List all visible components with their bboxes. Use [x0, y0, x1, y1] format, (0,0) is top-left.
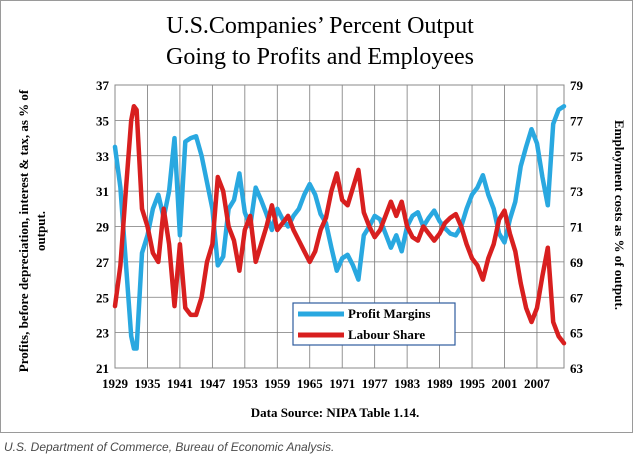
x-tick-label-8: 1977 [362, 376, 389, 391]
x-tick-label-7: 1971 [329, 376, 355, 391]
legend-label-profit-margins: Profit Margins [348, 306, 430, 321]
right-axis-ticks: 63 65 67 69 71 73 75 77 79 [570, 78, 584, 376]
y-right-tick-label-5: 73 [570, 184, 584, 199]
y-right-tick-label-7: 77 [570, 113, 584, 128]
x-tick-label-1: 1935 [134, 376, 161, 391]
chart-frame [0, 0, 633, 433]
y-left-tick-label-0: 21 [96, 361, 109, 376]
left-axis-ticks: 21 23 25 27 29 31 33 35 37 [96, 78, 110, 376]
x-tick-label-2: 1941 [167, 376, 193, 391]
y-right-tick-label-2: 67 [570, 290, 584, 305]
y-axis-left-label-line-1: Profits, before depreciation, interest &… [16, 89, 31, 372]
x-tick-label-11: 1995 [459, 376, 486, 391]
y-axis-right-label: Employment costs as % of output. [612, 120, 627, 310]
x-tick-label-5: 1959 [264, 376, 291, 391]
y-left-tick-label-5: 31 [96, 184, 109, 199]
y-axis-left-label-line-2: output. [33, 211, 48, 251]
line-chart: U.S.Companies’ Percent Output Going to P… [0, 0, 633, 433]
y-right-tick-label-0: 63 [570, 361, 584, 376]
y-right-tick-label-3: 69 [570, 255, 584, 270]
legend-label-labour-share: Labour Share [348, 327, 425, 342]
chart-title-line-1: U.S.Companies’ Percent Output [166, 13, 474, 39]
y-left-tick-label-7: 35 [96, 113, 110, 128]
y-left-tick-label-1: 23 [96, 326, 110, 341]
source-credit: U.S. Department of Commerce, Bureau of E… [4, 440, 335, 454]
x-tick-label-0: 1929 [102, 376, 129, 391]
x-axis-ticks: 1929 1935 1941 1947 1953 1959 1965 1971 1977 1983… [102, 376, 550, 391]
y-right-tick-label-8: 79 [570, 78, 584, 93]
series-layer [112, 103, 567, 351]
x-tick-label-13: 2007 [524, 376, 551, 391]
legend: Profit Margins Labour Share [292, 302, 456, 346]
y-left-tick-label-8: 37 [96, 78, 110, 93]
x-tick-label-9: 1983 [394, 376, 421, 391]
x-tick-label-12: 2001 [491, 376, 517, 391]
x-tick-label-4: 1953 [232, 376, 259, 391]
series-line-profit-margins [112, 103, 567, 351]
y-right-tick-label-4: 71 [570, 220, 583, 235]
plot-area-border [114, 84, 565, 369]
x-tick-label-6: 1965 [297, 376, 324, 391]
x-tick-label-10: 1989 [427, 376, 454, 391]
chart-title-line-2: Going to Profits and Employees [166, 44, 474, 70]
legend-box [292, 302, 456, 346]
y-left-tick-label-4: 29 [96, 220, 110, 235]
x-tick-label-3: 1947 [199, 376, 226, 391]
y-left-tick-label-2: 25 [96, 290, 110, 305]
x-axis-label: Data Source: NIPA Table 1.14. [251, 405, 420, 420]
y-left-tick-label-3: 27 [96, 255, 110, 270]
series-line-labour-share [112, 103, 567, 346]
y-right-tick-label-6: 75 [570, 149, 584, 164]
y-right-tick-label-1: 65 [570, 326, 584, 341]
y-left-tick-label-6: 33 [96, 149, 110, 164]
